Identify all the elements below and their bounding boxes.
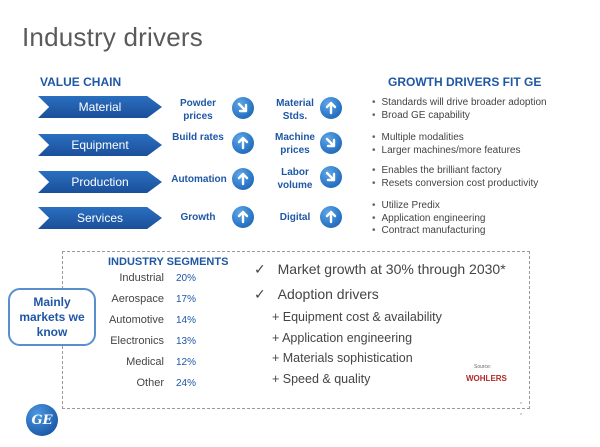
segment-name: Medical — [126, 356, 164, 368]
value-chain-material: Material — [38, 96, 162, 118]
value-chain-services: Services — [38, 207, 162, 229]
driver-build-rates: Build rates — [172, 132, 224, 143]
segment-name: Electronics — [110, 335, 164, 347]
driver-labor-volume: Labor volume — [277, 167, 313, 191]
growth-driver-group: Multiple modalities Larger machines/more… — [372, 132, 521, 158]
driver-automation: Automation — [171, 174, 227, 185]
value-chain-equipment: Equipment — [38, 134, 162, 156]
segment-value: 24% — [176, 378, 197, 389]
growth-driver-item: Broad GE capability — [372, 110, 547, 123]
adoption-drivers-text: Adoption drivers — [277, 286, 379, 302]
checkmark-icon: ✓ — [254, 286, 266, 302]
arrow-down-right-icon — [320, 132, 342, 154]
growth-driver-group: Utilize Predix Application engineering C… — [372, 200, 486, 238]
growth-drivers-heading: GROWTH DRIVERS FIT GE — [388, 75, 542, 89]
market-growth-line: ✓ Market growth at 30% through 2030* — [254, 261, 506, 278]
driver-material-stds: Material Stds. — [276, 98, 314, 122]
arrow-up-icon — [232, 132, 254, 154]
value-chain-heading: VALUE CHAIN — [40, 75, 122, 89]
wohlers-logo: WOHLERS — [466, 373, 507, 383]
growth-driver-item: Standards will drive broader adoption — [372, 97, 547, 110]
segment-value: 14% — [176, 315, 197, 326]
growth-driver-group: Enables the brilliant factory Resets con… — [372, 165, 539, 191]
segment-name: Other — [136, 377, 164, 389]
checkmark-icon: ✓ — [254, 261, 266, 277]
segment-value: 20% — [176, 273, 197, 284]
driver-growth: Growth — [180, 212, 216, 223]
driver-machine-prices: Machine prices — [274, 132, 315, 156]
segment-value: 12% — [176, 357, 197, 368]
growth-driver-item: Utilize Predix — [372, 200, 485, 213]
adoption-driver-item: + Equipment cost & availability — [272, 310, 442, 324]
page-title: Industry drivers — [22, 22, 203, 52]
footnote-marker: * — [520, 402, 522, 408]
arrow-up-icon — [232, 206, 254, 228]
arrow-up-icon — [232, 168, 254, 190]
adoption-driver-item: + Materials sophistication — [272, 351, 413, 365]
segment-value: 17% — [176, 294, 197, 305]
arrow-down-right-icon — [320, 166, 342, 188]
segment-name: Automotive — [108, 314, 164, 326]
arrow-up-icon — [320, 97, 342, 119]
segment-value: 13% — [176, 336, 197, 347]
adoption-drivers-line: ✓ Adoption drivers — [254, 286, 379, 303]
growth-driver-item: Enables the brilliant factory — [372, 165, 538, 178]
driver-digital: Digital — [279, 212, 311, 223]
arrow-up-icon — [320, 206, 342, 228]
growth-driver-group: Standards will drive broader adoption Br… — [372, 97, 547, 122]
ge-logo: GE — [26, 404, 58, 436]
growth-driver-item: Larger machines/more features — [372, 145, 521, 158]
arrow-down-right-icon — [232, 97, 254, 119]
growth-driver-item: Multiple modalities — [372, 132, 520, 145]
value-chain-production: Production — [38, 171, 162, 193]
growth-driver-item: Resets conversion cost productivity — [372, 178, 539, 191]
growth-driver-item: Application engineering — [372, 213, 486, 226]
segments-heading: INDUSTRY SEGMENTS — [108, 256, 229, 268]
driver-powder-prices: Powder prices — [179, 98, 217, 122]
segment-name: Industrial — [119, 272, 164, 284]
adoption-driver-item: + Speed & quality — [272, 372, 371, 386]
footnote-marker: * — [520, 413, 522, 419]
adoption-driver-item: + Application engineering — [272, 331, 413, 345]
market-growth-text: Market growth at 30% through 2030* — [277, 261, 506, 277]
callout-bubble: Mainly markets we know — [8, 288, 96, 346]
growth-driver-item: Contract manufacturing — [372, 225, 486, 238]
source-label: Source: — [474, 364, 492, 370]
segment-name: Aerospace — [111, 293, 164, 305]
